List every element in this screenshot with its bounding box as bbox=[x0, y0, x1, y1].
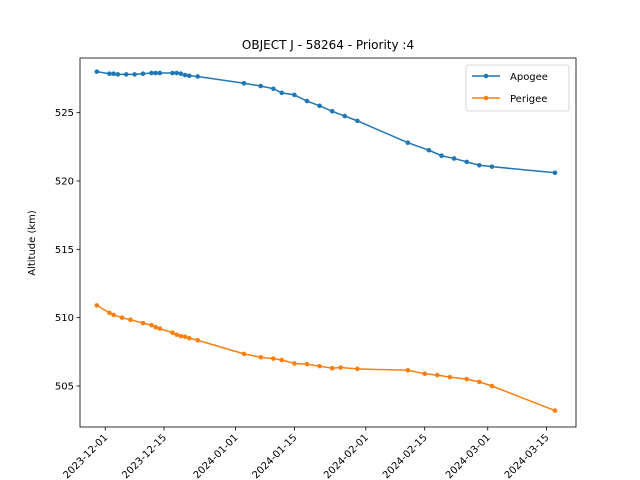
data-point-perigee bbox=[157, 326, 163, 331]
data-point-apogee bbox=[279, 90, 285, 96]
data-point-apogee bbox=[477, 162, 482, 168]
y-axis-label: Altitude (km) bbox=[27, 210, 38, 276]
data-point-perigee bbox=[170, 330, 175, 336]
data-point-apogee bbox=[258, 83, 264, 89]
plot-area bbox=[94, 69, 558, 413]
legend-label-perigee: Perigee bbox=[510, 94, 547, 105]
data-point-perigee bbox=[304, 361, 310, 367]
data-point-perigee bbox=[422, 371, 427, 377]
data-point-apogee bbox=[405, 140, 411, 146]
data-point-apogee bbox=[355, 118, 360, 124]
data-point-perigee bbox=[195, 337, 200, 343]
y-tick-label: 520 bbox=[55, 177, 74, 188]
data-point-perigee bbox=[317, 363, 322, 369]
data-point-apogee bbox=[241, 80, 247, 86]
chart-title: OBJECT J - 58264 - Priority :4 bbox=[242, 38, 414, 52]
data-point-perigee bbox=[258, 355, 264, 360]
y-tick-label: 515 bbox=[55, 245, 74, 256]
data-point-perigee bbox=[182, 334, 188, 340]
data-point-perigee bbox=[329, 365, 335, 371]
data-point-perigee bbox=[241, 351, 247, 357]
data-point-perigee bbox=[186, 335, 192, 341]
data-point-perigee bbox=[111, 312, 116, 318]
data-point-apogee bbox=[304, 98, 310, 104]
data-point-apogee bbox=[329, 109, 335, 114]
data-point-perigee bbox=[292, 361, 297, 366]
series-line-apogee bbox=[96, 70, 556, 174]
data-point-apogee bbox=[132, 72, 137, 77]
data-point-apogee bbox=[111, 71, 116, 77]
data-point-apogee bbox=[552, 170, 558, 176]
data-point-apogee bbox=[115, 72, 121, 77]
data-point-perigee bbox=[140, 320, 146, 326]
data-point-perigee bbox=[464, 376, 470, 382]
data-point-perigee bbox=[107, 310, 112, 316]
data-point-apogee bbox=[195, 74, 200, 79]
data-point-apogee bbox=[451, 156, 457, 161]
data-point-perigee bbox=[128, 317, 133, 323]
data-point-perigee bbox=[477, 379, 482, 385]
data-point-perigee bbox=[552, 408, 558, 413]
data-point-apogee bbox=[157, 70, 163, 76]
axes-frame bbox=[79, 57, 577, 428]
data-point-apogee bbox=[317, 103, 322, 109]
data-point-perigee bbox=[178, 333, 184, 339]
data-point-apogee bbox=[464, 159, 470, 165]
data-point-apogee bbox=[153, 70, 158, 76]
data-point-apogee bbox=[178, 71, 184, 77]
data-point-perigee bbox=[434, 372, 440, 378]
data-point-perigee bbox=[153, 324, 158, 330]
data-point-perigee bbox=[355, 366, 360, 372]
data-point-perigee bbox=[489, 383, 495, 389]
data-point-perigee bbox=[447, 374, 453, 380]
legend-label-apogee: Apogee bbox=[510, 72, 548, 83]
data-point-perigee bbox=[405, 367, 411, 373]
data-point-apogee bbox=[174, 70, 179, 76]
data-point-apogee bbox=[439, 153, 444, 159]
data-point-perigee bbox=[149, 322, 154, 328]
legend-marker-apogee bbox=[483, 73, 489, 79]
data-point-apogee bbox=[94, 69, 100, 74]
legend: Apogee Perigee bbox=[465, 64, 570, 112]
legend-marker-perigee bbox=[483, 95, 489, 101]
data-point-apogee bbox=[426, 147, 432, 153]
data-point-apogee bbox=[182, 72, 188, 78]
y-tick-label: 525 bbox=[55, 108, 74, 119]
data-point-apogee bbox=[489, 164, 495, 169]
data-point-apogee bbox=[292, 92, 297, 98]
data-point-perigee bbox=[271, 356, 276, 361]
data-point-apogee bbox=[271, 86, 276, 92]
data-point-perigee bbox=[119, 315, 125, 320]
data-point-apogee bbox=[107, 71, 112, 77]
data-point-apogee bbox=[123, 72, 129, 77]
data-point-perigee bbox=[338, 365, 343, 370]
data-point-apogee bbox=[140, 71, 146, 77]
y-tick-label: 510 bbox=[55, 313, 74, 324]
data-point-apogee bbox=[342, 113, 348, 119]
y-tick-label: 505 bbox=[55, 382, 74, 393]
data-point-apogee bbox=[149, 70, 154, 76]
data-point-perigee bbox=[94, 303, 100, 308]
data-point-perigee bbox=[279, 357, 285, 363]
data-point-apogee bbox=[170, 70, 175, 76]
data-point-perigee bbox=[174, 332, 179, 338]
data-point-apogee bbox=[186, 73, 192, 79]
